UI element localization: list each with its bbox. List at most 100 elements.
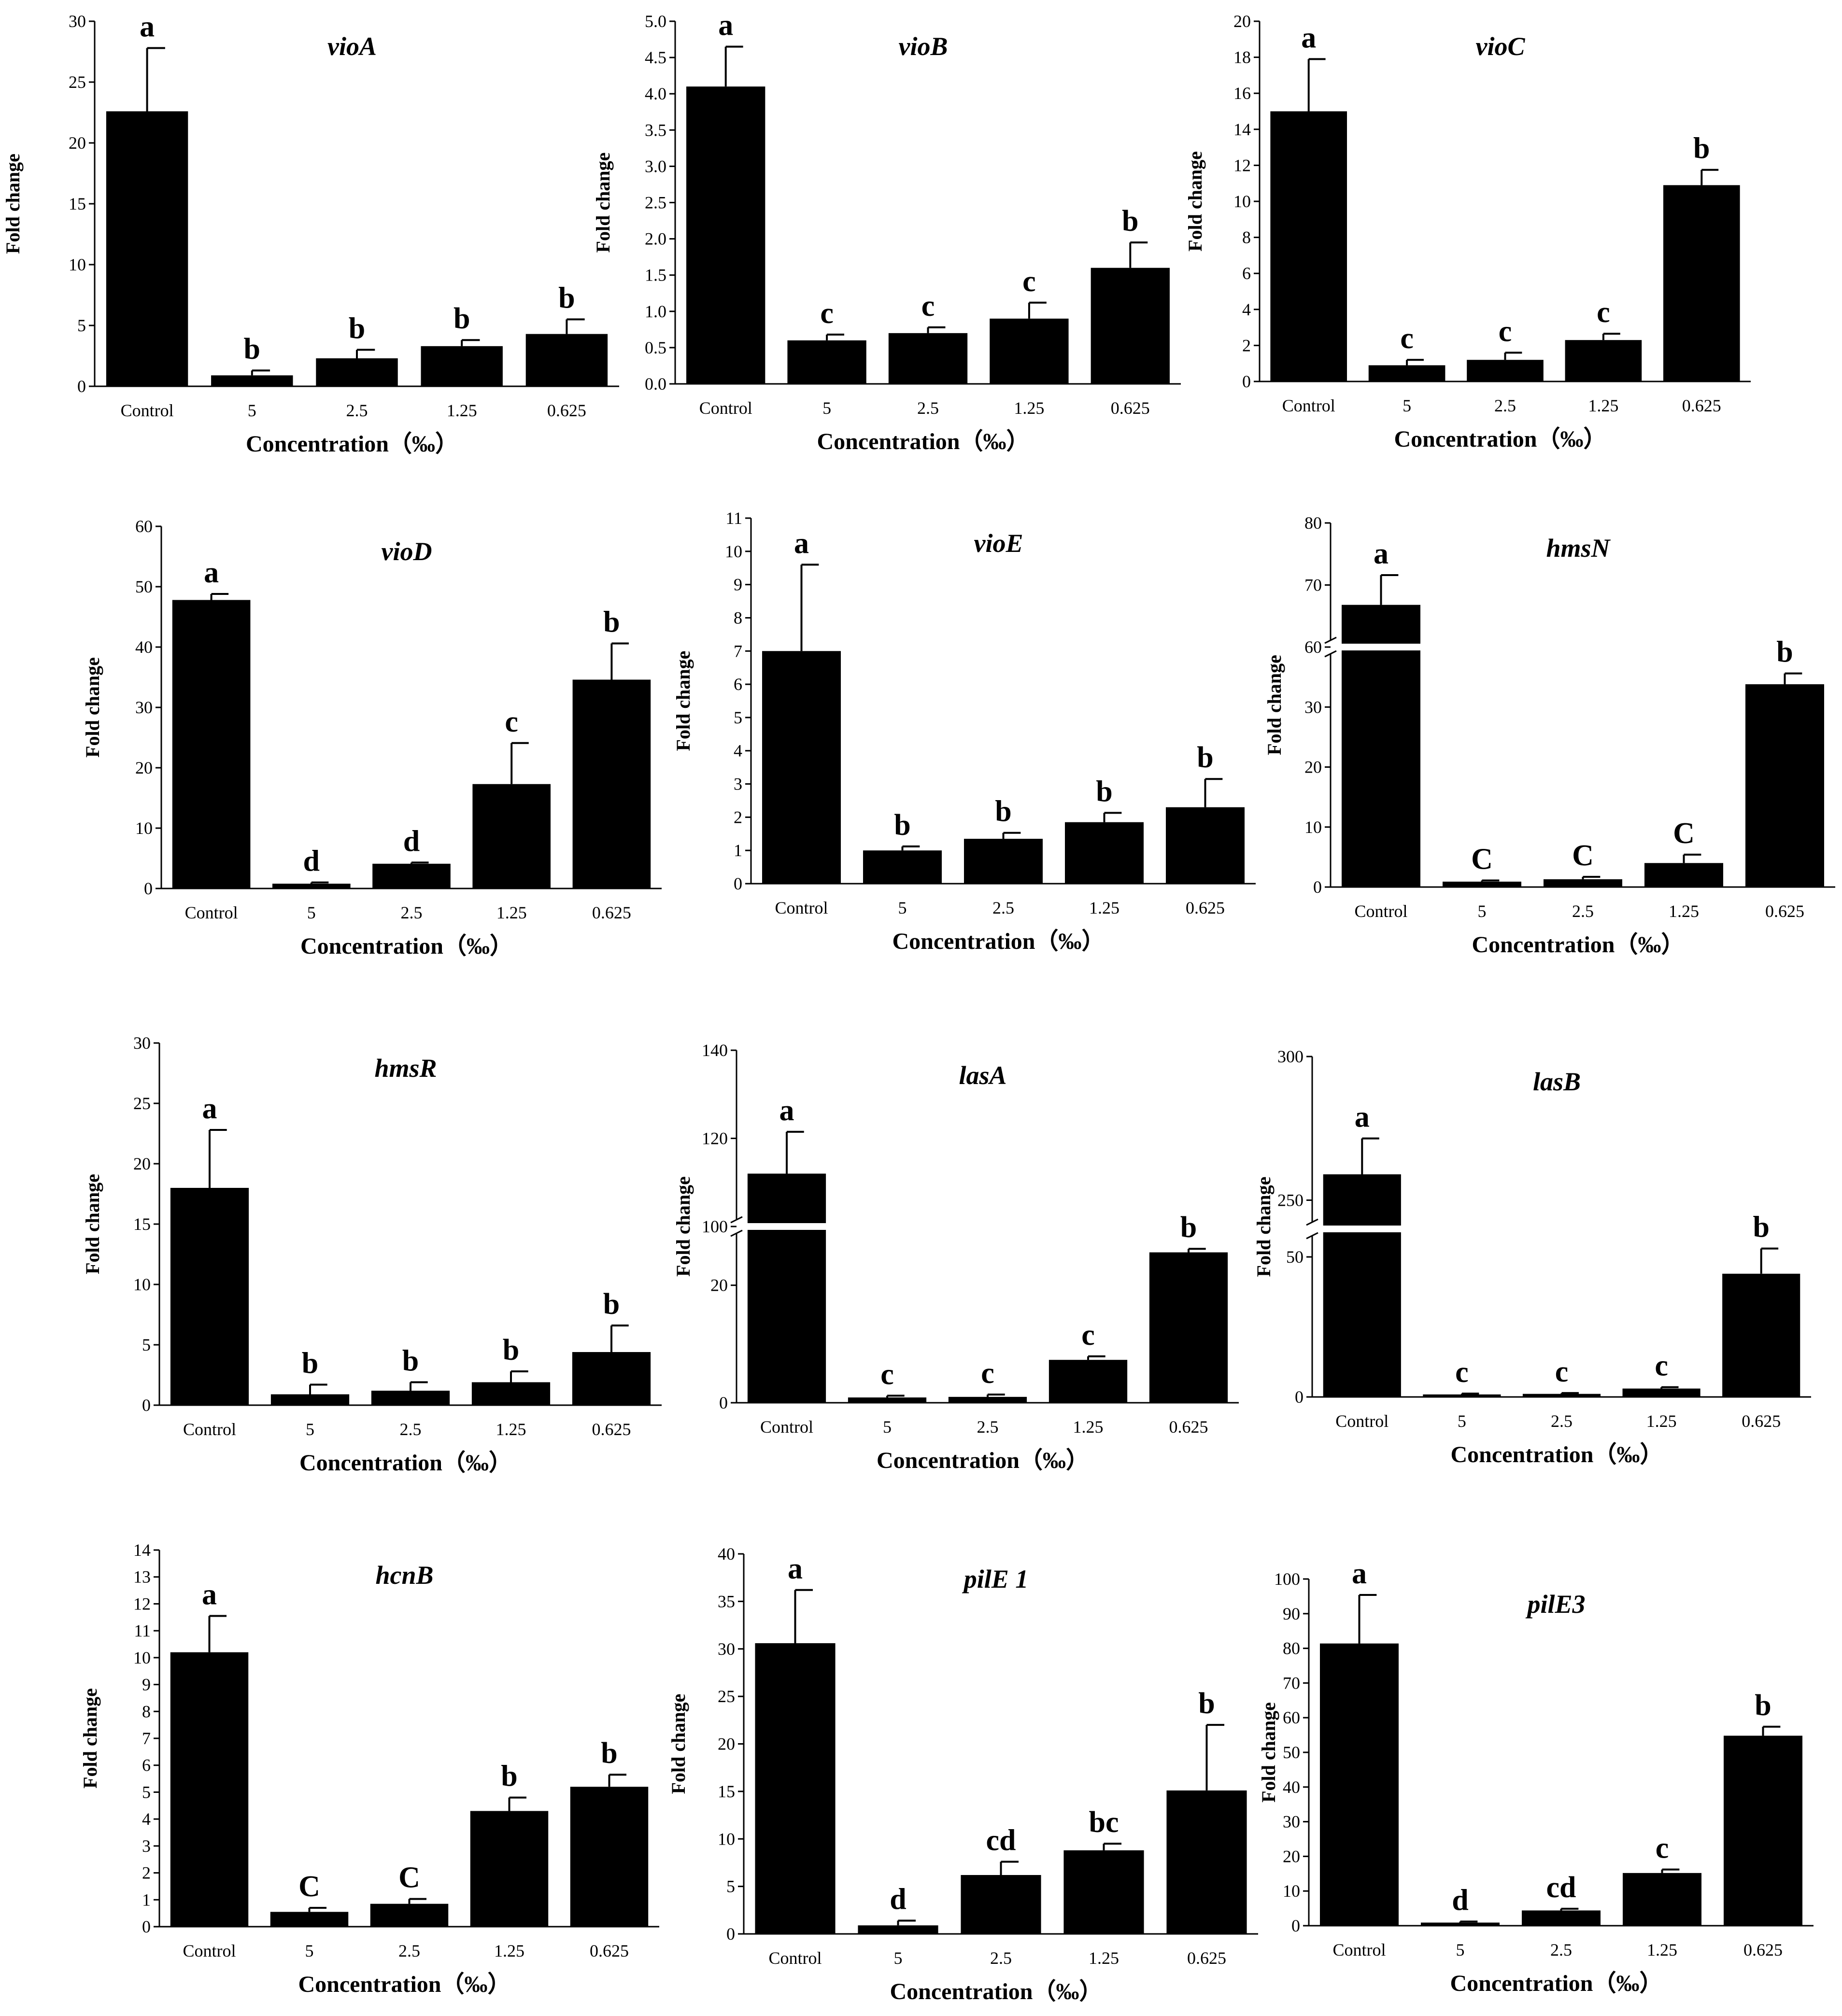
- bar: [1165, 807, 1245, 884]
- significance-letter: a: [1355, 1101, 1370, 1134]
- bar: [1270, 111, 1347, 381]
- x-tick-label: Control: [183, 1420, 236, 1439]
- y-tick-label: 0: [77, 377, 86, 396]
- y-axis-label: Fold change: [1258, 1702, 1279, 1803]
- x-tick-label: 0.625: [592, 903, 631, 922]
- y-tick-label: 10: [133, 1275, 151, 1294]
- x-tick-label: Control: [1354, 902, 1407, 921]
- x-tick-label: Control: [699, 398, 752, 418]
- y-tick-label: 20: [1233, 12, 1251, 31]
- chart-vioA: 0 5 10 15 20 25 30 a Control b 5 b 2.5 b 1.25 b 0.625 vio…: [2, 10, 619, 457]
- y-tick-label: 120: [702, 1129, 728, 1148]
- y-tick-label: 80: [1283, 1639, 1300, 1658]
- bar: [787, 340, 866, 384]
- significance-letter: cd: [986, 1824, 1016, 1857]
- y-tick-label: 90: [1283, 1604, 1300, 1623]
- x-tick-label: 5: [822, 398, 831, 418]
- bar: [272, 884, 351, 888]
- y-tick-label: 13: [133, 1567, 151, 1587]
- x-tick-label: Control: [185, 903, 238, 922]
- y-tick-label: 1: [734, 841, 742, 860]
- y-tick-label: 4: [734, 741, 742, 761]
- significance-letter: d: [303, 845, 320, 878]
- x-axis-label: Concentration（‰）: [890, 1979, 1103, 2004]
- bar: [1565, 340, 1642, 381]
- y-tick-label: 70: [1304, 576, 1322, 595]
- x-tick-label: 0.625: [1111, 398, 1150, 418]
- y-tick-label: 10: [133, 1648, 151, 1667]
- x-tick-label: 0.625: [1765, 902, 1804, 921]
- bar: [1722, 1273, 1800, 1397]
- y-tick-label: 30: [69, 12, 86, 31]
- y-axis-label: Fold change: [82, 657, 103, 758]
- x-tick-label: Control: [760, 1417, 813, 1437]
- bar: [1319, 1643, 1399, 1926]
- bar: [686, 86, 765, 384]
- significance-letter: a: [140, 10, 155, 43]
- chart-hmsN: 0 10 20 30 60 70 80 a Control C 5 C 2.5 C 1.25 b 0.625 hm…: [1263, 513, 1835, 958]
- x-tick-label: 5: [1458, 1411, 1466, 1431]
- x-tick-label: 5: [306, 1420, 314, 1439]
- y-tick-label: 7: [734, 641, 742, 661]
- y-tick-label: 0: [1295, 1387, 1304, 1407]
- chart-pilE3: 0 10 20 30 40 50 60 70 80 90 100 a Control d 5 cd 2.5 c 1.…: [1258, 1557, 1814, 1996]
- axis-break-mark: [1306, 1218, 1318, 1226]
- y-tick-label: 20: [718, 1734, 735, 1754]
- bar: [570, 1787, 649, 1927]
- y-tick-label: 5: [726, 1877, 735, 1896]
- x-tick-label: 0.625: [1169, 1417, 1208, 1437]
- chart-vioE: 0 1 2 3 4 5 6 7 8 9 10 11 a Control b 5 b 2.5 b 1.25 b 0.625 v…: [672, 508, 1256, 954]
- y-tick-label: 10: [1304, 818, 1322, 837]
- significance-letter: cd: [1546, 1871, 1576, 1904]
- chart-vioD: 0 10 20 30 40 50 60 a Control d 5 d 2.5 c 1.25 b 0.625 vi…: [82, 517, 662, 959]
- bar: [858, 1925, 938, 1934]
- x-tick-label: 5: [305, 1941, 314, 1960]
- x-axis-label: Concentration（‰）: [1472, 932, 1685, 958]
- y-tick-label: 250: [1277, 1191, 1304, 1210]
- bar-break-gap: [745, 1223, 828, 1230]
- chart-hmsR: 0 5 10 15 20 25 30 a Control b 5 b 2.5 b 1.25 b 0.625 hms…: [82, 1033, 662, 1476]
- y-tick-label: 20: [135, 758, 153, 777]
- significance-letter: c: [505, 705, 518, 738]
- axis-break-mark: [730, 1229, 743, 1237]
- y-tick-label: 0: [144, 879, 153, 898]
- y-tick-label: 10: [69, 255, 86, 274]
- x-tick-label: 2.5: [346, 401, 368, 420]
- y-tick-label: 1.0: [645, 302, 666, 321]
- significance-letter: b: [1753, 1211, 1769, 1244]
- y-tick-label: 10: [725, 542, 742, 561]
- y-tick-label: 16: [1233, 84, 1251, 103]
- significance-letter: b: [302, 1347, 318, 1380]
- x-tick-label: 1.25: [494, 1941, 524, 1960]
- significance-letter: C: [298, 1870, 320, 1903]
- significance-letter: c: [1555, 1355, 1569, 1388]
- x-tick-label: 1.25: [1588, 396, 1618, 415]
- y-tick-label: 20: [69, 133, 86, 153]
- y-axis-label: Fold change: [672, 651, 694, 751]
- y-tick-label: 60: [1283, 1708, 1300, 1727]
- bar: [990, 318, 1069, 384]
- y-tick-label: 2.5: [645, 193, 666, 212]
- bar: [316, 358, 398, 386]
- x-tick-label: 2.5: [1551, 1411, 1573, 1431]
- y-axis-label: Fold change: [672, 1176, 694, 1277]
- axis-break-mark: [1324, 650, 1337, 658]
- y-tick-label: 5: [77, 316, 86, 335]
- gene-title: hmsR: [374, 1054, 437, 1083]
- bar: [525, 334, 608, 386]
- x-tick-label: 5: [898, 898, 907, 917]
- significance-letter: a: [779, 1094, 794, 1127]
- significance-letter: b: [1180, 1211, 1197, 1244]
- bar: [1644, 863, 1724, 887]
- significance-letter: c: [1597, 296, 1610, 329]
- bar: [848, 1397, 927, 1403]
- y-tick-label: 140: [702, 1041, 728, 1060]
- gene-title: hmsN: [1546, 534, 1611, 563]
- y-tick-label: 4.0: [645, 84, 666, 103]
- x-tick-label: 0.625: [547, 401, 586, 420]
- y-tick-label: 14: [133, 1540, 151, 1560]
- y-tick-label: 4: [142, 1809, 151, 1829]
- bar: [1723, 1735, 1803, 1926]
